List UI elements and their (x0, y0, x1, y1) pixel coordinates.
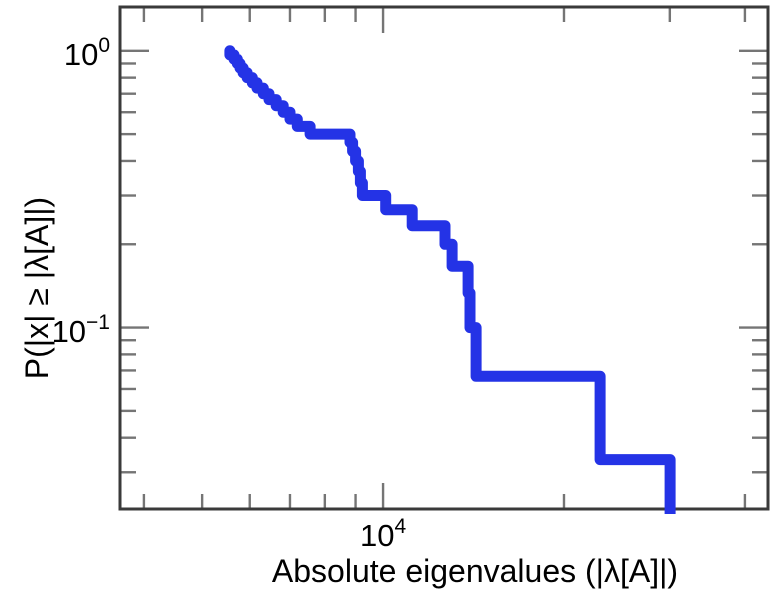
y-axis-label: P(|x| ≥ |λ[A]|) (19, 196, 55, 380)
tick-exponent: 0 (98, 33, 110, 57)
y-ticks (120, 49, 768, 474)
tick-base: 10 (63, 36, 99, 72)
tick-exponent: 4 (394, 515, 407, 538)
plot-frame (118, 5, 770, 511)
ccdf-curve (224, 45, 676, 514)
tick-base: 10 (359, 518, 395, 553)
tick-exponent: −1 (86, 310, 110, 334)
x-tick-label: 104 (359, 516, 406, 553)
x-axis-label: Absolute eigenvalues (|λ[A]|) (271, 553, 679, 589)
tick-base: 10 (51, 313, 87, 349)
y-tick-label: 100 (63, 35, 110, 72)
y-tick-label: 10−1 (51, 312, 110, 349)
x-ticks (142, 7, 747, 509)
